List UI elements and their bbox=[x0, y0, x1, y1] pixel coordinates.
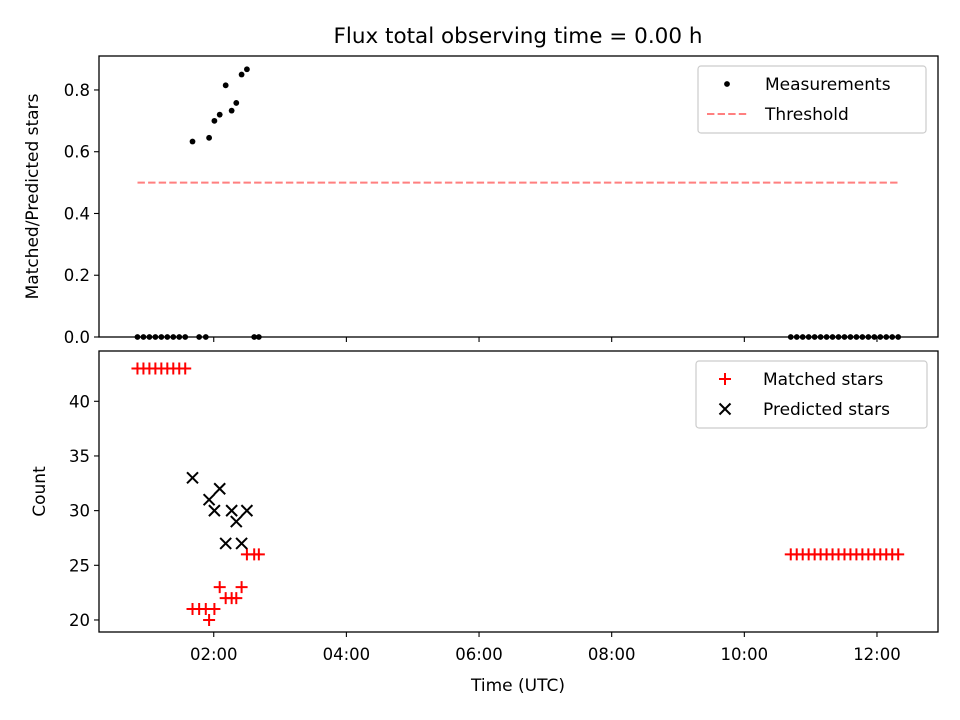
legend-label: Predicted stars bbox=[763, 400, 890, 420]
data-point bbox=[233, 100, 240, 106]
data-point bbox=[235, 581, 248, 594]
data-point bbox=[203, 613, 216, 626]
data-point bbox=[189, 138, 196, 145]
count-panel: 02:00 04:00 06:00 08:00 10:00 12:00 20 25 30 35 40… bbox=[30, 350, 939, 664]
data-point bbox=[206, 134, 212, 141]
chart-title: Flux total observing time = 0.00 h bbox=[334, 24, 703, 49]
data-point bbox=[213, 482, 226, 495]
data-point bbox=[235, 537, 248, 550]
x-tick-label: 06:00 bbox=[455, 645, 503, 664]
legend-entry: Threshold bbox=[707, 105, 849, 125]
x-tick-label: 02:00 bbox=[190, 645, 238, 664]
y-tick-label: 0.0 bbox=[64, 328, 90, 347]
data-point bbox=[222, 82, 229, 89]
y-axis-label: Matched/Predicted stars bbox=[23, 93, 43, 299]
data-point bbox=[228, 107, 235, 114]
legend-entry: Matched stars bbox=[719, 370, 883, 390]
plot-area bbox=[134, 66, 902, 340]
data-point bbox=[225, 504, 238, 517]
series-matched-stars bbox=[131, 362, 905, 626]
series-predicted-stars bbox=[186, 471, 254, 550]
legend-label: Matched stars bbox=[763, 370, 883, 390]
data-point bbox=[892, 548, 905, 561]
y-axis-label: Count bbox=[30, 466, 50, 517]
legend: Matched stars Predicted stars bbox=[695, 360, 928, 429]
axes-frame bbox=[98, 55, 939, 338]
legend-label: Threshold bbox=[764, 105, 849, 125]
x-tick-label: 10:00 bbox=[721, 645, 769, 664]
data-point bbox=[211, 117, 218, 124]
x-tick-label: 08:00 bbox=[588, 645, 636, 664]
data-point bbox=[244, 66, 250, 73]
data-point bbox=[202, 493, 216, 506]
legend: Measurements Threshold bbox=[697, 65, 927, 134]
legend-swatch bbox=[719, 373, 731, 385]
data-point bbox=[238, 71, 245, 78]
legend-entry: Predicted stars bbox=[718, 400, 890, 420]
legend-label: Measurements bbox=[765, 75, 891, 95]
legend-frame bbox=[697, 65, 927, 134]
y-tick-label: 35 bbox=[69, 447, 90, 466]
axes-frame bbox=[98, 350, 939, 633]
x-tick-label: 04:00 bbox=[323, 645, 371, 664]
legend-frame bbox=[695, 360, 928, 429]
data-point bbox=[230, 592, 243, 605]
data-point bbox=[216, 111, 223, 118]
data-point bbox=[219, 537, 232, 550]
series-measurements bbox=[134, 66, 902, 340]
y-tick-label: 40 bbox=[69, 392, 90, 411]
y-tick-label: 0.2 bbox=[64, 266, 90, 285]
legend-swatch bbox=[724, 81, 730, 87]
x-tick-label: 12:00 bbox=[853, 645, 901, 664]
y-tick-label: 0.8 bbox=[64, 81, 90, 100]
y-tick-label: 0.4 bbox=[64, 204, 90, 223]
plot-area bbox=[131, 362, 905, 626]
data-point bbox=[213, 581, 226, 594]
y-tick-label: 25 bbox=[69, 556, 90, 575]
legend-swatch bbox=[718, 402, 732, 416]
data-point bbox=[208, 603, 221, 616]
data-point bbox=[230, 515, 243, 528]
y-tick-label: 30 bbox=[69, 502, 90, 521]
ratio-panel: 0.0 0.2 0.4 0.6 0.8 Matched/Predicted stars Me… bbox=[23, 55, 939, 347]
data-point bbox=[252, 548, 265, 561]
data-point bbox=[179, 362, 192, 375]
y-tick-label: 20 bbox=[69, 611, 90, 630]
data-point bbox=[208, 504, 221, 517]
legend-entry: Measurements bbox=[724, 75, 891, 95]
x-axis-label: Time (UTC) bbox=[470, 676, 565, 696]
data-point bbox=[186, 471, 199, 485]
y-tick-label: 0.6 bbox=[64, 143, 90, 162]
data-point bbox=[240, 504, 254, 517]
